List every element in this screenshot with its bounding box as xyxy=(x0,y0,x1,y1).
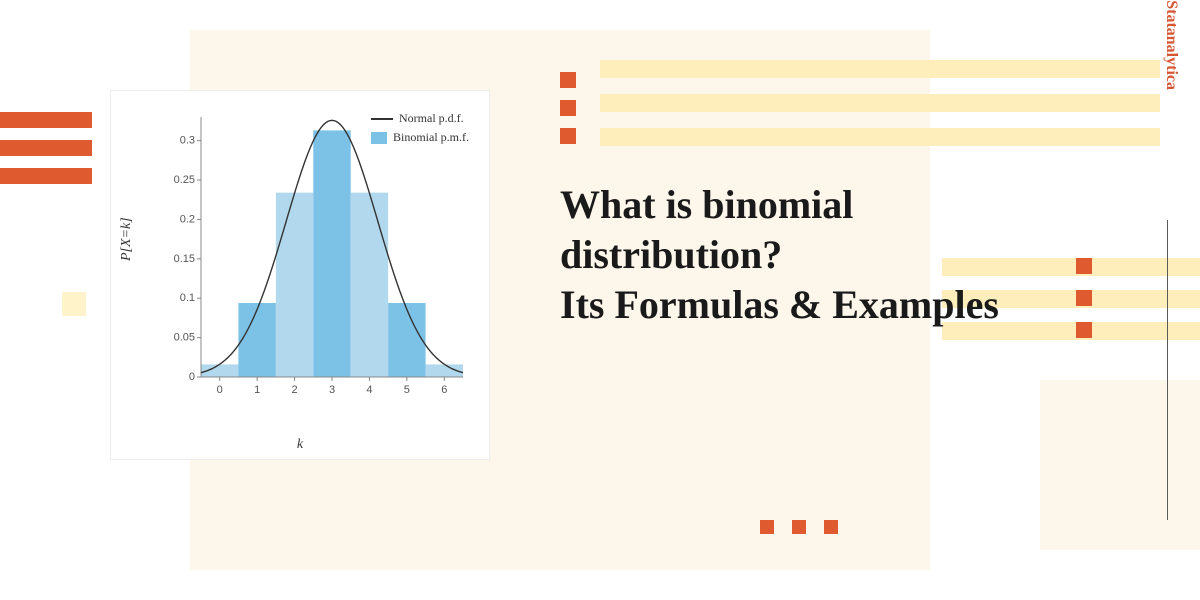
decorative-square xyxy=(560,128,576,144)
decorative-stripe xyxy=(600,60,1160,78)
svg-text:0.05: 0.05 xyxy=(174,332,195,344)
decorative-bar xyxy=(0,168,92,184)
svg-text:0.25: 0.25 xyxy=(174,174,195,186)
svg-text:5: 5 xyxy=(404,384,410,396)
chart-ylabel: P[X=k] xyxy=(119,217,135,261)
svg-text:0.2: 0.2 xyxy=(180,213,195,225)
svg-text:3: 3 xyxy=(329,384,335,396)
decorative-square xyxy=(560,72,576,88)
chart-xlabel: k xyxy=(297,437,303,453)
page-title: What is binomial distribution?Its Formul… xyxy=(560,180,1080,330)
svg-text:0.3: 0.3 xyxy=(180,135,195,147)
chart-panel: P[X=k] k Normal p.d.f. Binomial p.m.f. 0… xyxy=(110,90,490,460)
svg-text:0: 0 xyxy=(217,384,223,396)
svg-text:4: 4 xyxy=(366,384,372,396)
decorative-vertical-line xyxy=(1167,220,1168,520)
decorative-mini-square xyxy=(792,520,806,534)
decorative-left-bars xyxy=(0,112,92,196)
svg-text:2: 2 xyxy=(292,384,298,396)
svg-text:0: 0 xyxy=(189,371,195,383)
svg-text:6: 6 xyxy=(441,384,447,396)
brand-label: Statanalytica xyxy=(1162,0,1180,90)
decorative-mini-squares xyxy=(760,520,838,534)
chart-svg: 0 0.05 0.1 0.15 0.2 0.25 0.3 0 1 2 3 4 5 6 xyxy=(171,111,471,411)
decorative-pale-square xyxy=(62,292,86,316)
background-panel-corner xyxy=(1040,380,1200,550)
decorative-square xyxy=(560,100,576,116)
chart-plot-area: 0 0.05 0.1 0.15 0.2 0.25 0.3 0 1 2 3 4 5 6 xyxy=(171,111,471,411)
decorative-bar xyxy=(0,140,92,156)
decorative-mini-square xyxy=(760,520,774,534)
decorative-stripe xyxy=(600,94,1160,112)
svg-text:0.15: 0.15 xyxy=(174,253,195,265)
svg-text:1: 1 xyxy=(254,384,260,396)
svg-text:0.1: 0.1 xyxy=(180,292,195,304)
decorative-mini-square xyxy=(824,520,838,534)
decorative-bar xyxy=(0,112,92,128)
decorative-stripe xyxy=(600,128,1160,146)
